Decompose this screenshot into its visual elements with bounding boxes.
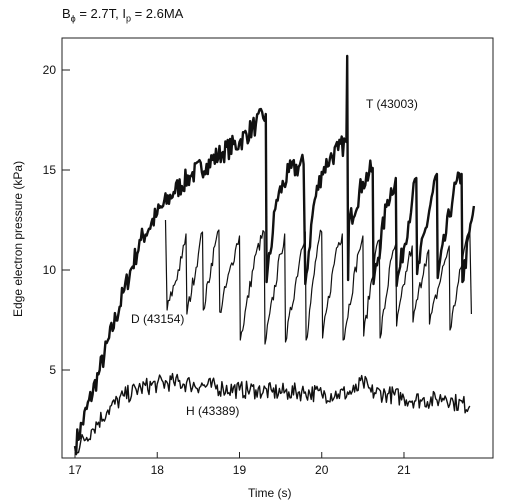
series-line-h [74, 372, 471, 456]
x-tick-label: 20 [315, 463, 329, 477]
series-layer [73, 54, 476, 456]
series-label-h: H (43389) [185, 404, 241, 418]
series-line-t [73, 54, 476, 455]
y-tick-label: 20 [43, 63, 57, 77]
x-tick-label: 18 [151, 463, 165, 477]
x-axis-label: Time (s) [248, 486, 292, 500]
x-tick-label: 17 [68, 463, 82, 477]
series-label-t: T (43003) [365, 97, 419, 111]
chart-title: Bϕ = 2.7T, Ip = 2.6MA [62, 6, 184, 24]
y-tick-label: 15 [43, 163, 57, 177]
x-tick-label: 19 [233, 463, 247, 477]
plot-frame [61, 37, 494, 459]
series-line-d [164, 219, 472, 345]
x-tick-label: 21 [397, 463, 411, 477]
series-label-d: D (43154) [130, 312, 186, 326]
y-axis-label: Edge electron pressure (kPa) [11, 160, 25, 317]
axis-ticks: 17 18 19 20 21 5 10 15 20 [43, 63, 411, 477]
y-tick-label: 10 [43, 263, 57, 277]
y-tick-label: 5 [49, 363, 56, 377]
